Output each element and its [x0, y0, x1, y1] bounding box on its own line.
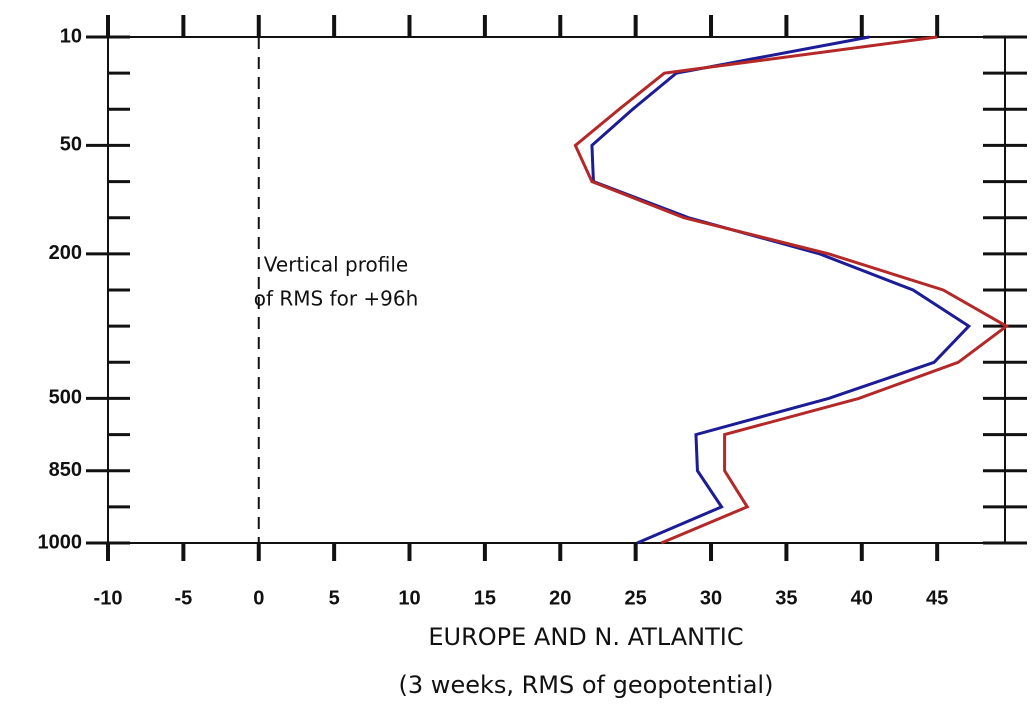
annotation: Vertical profile: [264, 253, 408, 277]
y-tick-label: 500: [49, 387, 82, 409]
x-axis-label: EUROPE AND N. ATLANTIC: [428, 623, 743, 651]
x-tick-label: -5: [174, 587, 192, 609]
x-axis-label: (3 weeks, RMS of geopotential): [399, 671, 774, 699]
x-tick-label: 35: [775, 587, 797, 609]
y-tick-label: 200: [49, 242, 82, 264]
x-tick-label: 30: [700, 587, 722, 609]
line-series: [590, 35, 972, 545]
x-tick-label: 20: [549, 587, 571, 609]
x-tick-label: 25: [625, 587, 647, 609]
line-series: [573, 35, 1010, 545]
x-tick-label: 5: [329, 587, 340, 609]
x-tick-label: 15: [474, 587, 496, 609]
x-tick-label: 10: [398, 587, 420, 609]
x-tick-label: 0: [253, 587, 264, 609]
y-tick-label: 10: [60, 25, 82, 47]
y-tick-label: 1000: [38, 531, 83, 553]
y-tick-label: 50: [60, 134, 82, 156]
y-tick-label: 850: [49, 459, 82, 481]
x-tick-label: -10: [94, 587, 123, 609]
annotation: of RMS for +96h: [254, 287, 419, 311]
plot-frame: [107, 36, 1006, 544]
x-tick-label: 40: [851, 587, 873, 609]
x-tick-label: 45: [926, 587, 948, 609]
